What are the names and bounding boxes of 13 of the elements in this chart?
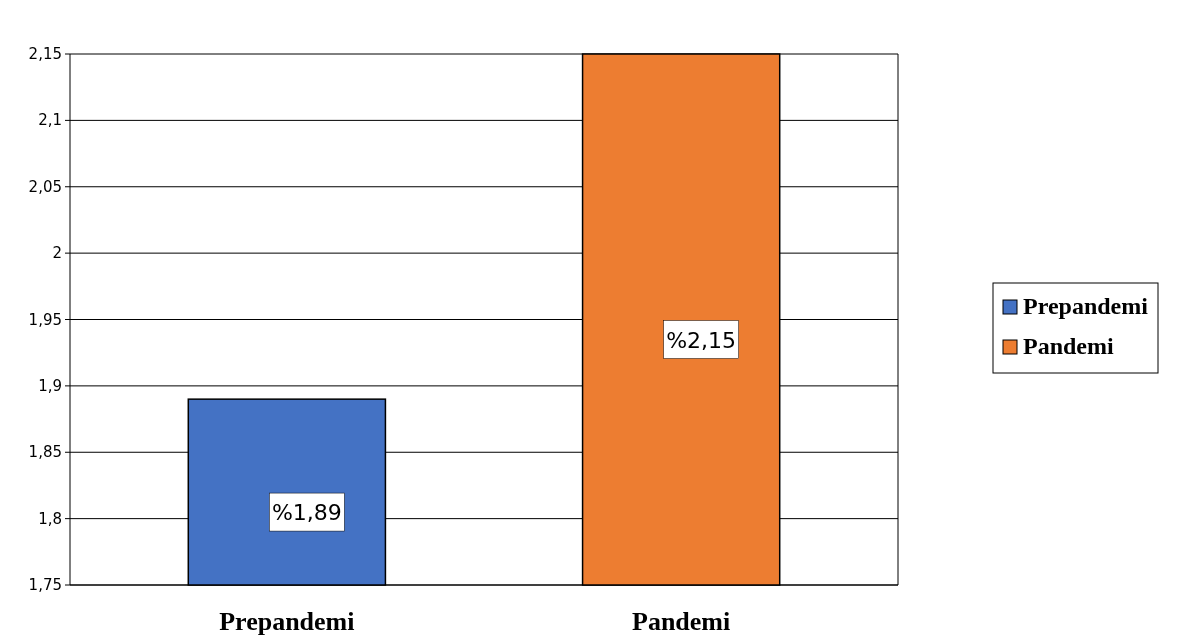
y-tick-label: 2,05 [28, 177, 62, 196]
y-tick-label: 1,75 [28, 576, 62, 594]
legend-label: Pandemi [1023, 333, 1114, 359]
y-tick-label: 2 [52, 244, 62, 263]
y-tick-label: 2,15 [28, 45, 62, 63]
y-tick-label: 1,9 [38, 376, 62, 395]
y-tick-label: 1,85 [28, 443, 62, 462]
y-tick-label: 2,1 [38, 111, 62, 130]
y-tick-label: 1,8 [38, 509, 62, 528]
data-label: %2,15 [666, 327, 737, 353]
y-tick-label: 1,95 [28, 310, 62, 329]
legend-label: Prepandemi [1023, 293, 1149, 319]
data-label: %1,89 [271, 500, 342, 526]
